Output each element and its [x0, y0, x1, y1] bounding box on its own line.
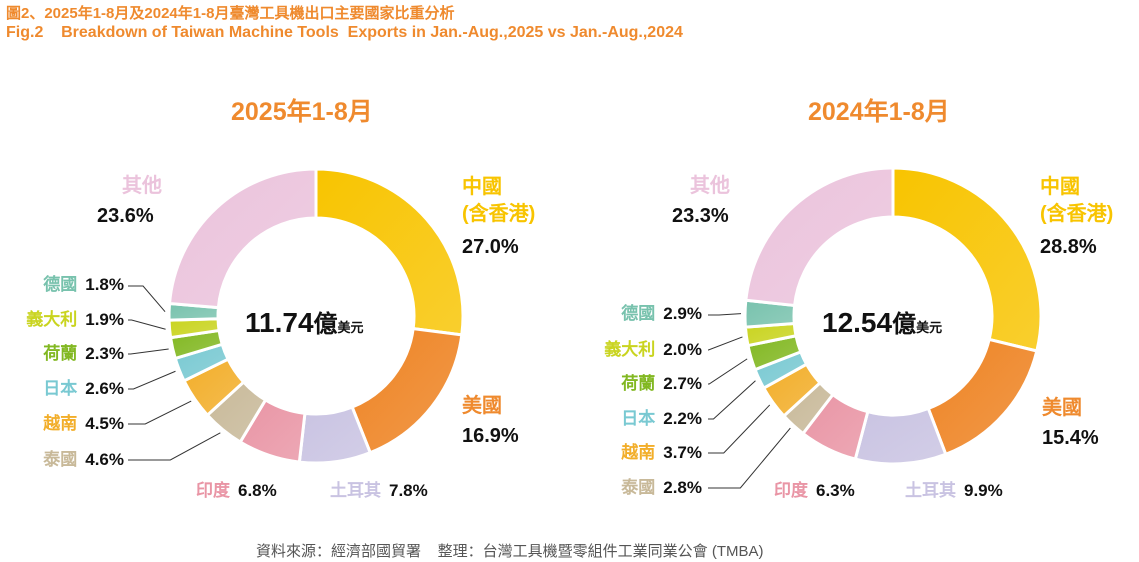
label-2024-china-name: 中國	[1040, 176, 1080, 198]
label-2025-china-name-sub: (含香港)	[462, 203, 536, 225]
leader-line-2025-netherlands	[128, 348, 169, 355]
label-value: 2.6%	[85, 379, 124, 398]
label-value: 7.8%	[389, 481, 428, 500]
label-2025-others-value: 23.6%	[97, 205, 154, 227]
label-value: 4.5%	[85, 414, 124, 433]
label-2024-vietnam: 越南 3.7%	[621, 442, 702, 464]
leader-line-2024-netherlands	[708, 358, 748, 385]
label-name: 泰國	[43, 450, 78, 469]
leader-line-2024-germany	[708, 313, 742, 316]
label-name: 印度	[196, 481, 230, 500]
label-value: 2.7%	[663, 374, 702, 393]
slice-2025-others	[167, 167, 318, 310]
slice-2025-usa	[350, 326, 464, 455]
label-value: 2.3%	[85, 344, 124, 363]
label-2025-italy: 義大利 1.9%	[26, 309, 124, 331]
label-2025-thailand: 泰國 4.6%	[43, 449, 124, 471]
label-value: 2.8%	[663, 478, 702, 497]
chart-2024-title: 2024年1-8月	[808, 98, 950, 126]
label-2024-usa-name: 美國	[1042, 397, 1082, 419]
label-2025-india: 印度 6.8%	[196, 480, 277, 502]
source-note: 資料來源：經濟部國貿署 整理：台灣工具機暨零組件工業同業公會 (TMBA)	[256, 543, 764, 560]
label-value: 4.6%	[85, 450, 124, 469]
label-2024-china-value: 28.8%	[1040, 236, 1097, 258]
label-2025-others-name: 其他	[122, 175, 162, 197]
label-2024-germany: 德國 2.9%	[621, 303, 702, 325]
chart-2025-center-total: 11.74億美元	[245, 304, 364, 339]
leader-line-2025-thailand	[128, 432, 221, 461]
figure-title-english: Fig.2 Breakdown of Taiwan Machine Tools …	[6, 24, 683, 41]
label-name: 印度	[774, 481, 808, 500]
label-name: 義大利	[604, 340, 656, 359]
slice-2024-turkey	[853, 406, 948, 466]
leader-line-2024-vietnam	[708, 404, 771, 454]
label-2024-thailand: 泰國 2.8%	[621, 477, 702, 499]
label-2024-others-name: 其他	[690, 175, 730, 197]
leader-line-2025-germany	[128, 285, 166, 313]
label-name: 荷蘭	[43, 344, 78, 363]
label-value: 6.8%	[238, 481, 277, 500]
center-unit-big: 億	[892, 311, 917, 338]
label-2025-turkey: 土耳其 7.8%	[330, 480, 428, 502]
label-2024-india: 印度 6.3%	[774, 480, 855, 502]
label-2024-usa-value: 15.4%	[1042, 427, 1099, 449]
label-value: 6.3%	[816, 481, 855, 500]
slice-2024-china	[891, 166, 1043, 353]
label-name: 泰國	[621, 478, 656, 497]
center-unit-small: 美元	[337, 320, 364, 335]
label-2024-others-value: 23.3%	[672, 205, 729, 227]
label-2024-turkey: 土耳其 9.9%	[905, 480, 1003, 502]
label-name: 義大利	[26, 310, 78, 329]
label-2024-china-name-sub: (含香港)	[1040, 203, 1114, 225]
chart-2024-center-total: 12.54億美元	[822, 304, 942, 339]
leader-line-2024-japan	[708, 380, 756, 420]
label-name: 德國	[621, 304, 656, 323]
label-value: 1.9%	[85, 310, 124, 329]
label-2025-china-name: 中國	[462, 176, 502, 198]
label-name: 德國	[43, 275, 78, 294]
slice-2024-usa	[926, 337, 1039, 457]
label-name: 土耳其	[330, 481, 381, 500]
label-name: 越南	[621, 443, 656, 462]
leader-line-2024-italy	[708, 336, 743, 351]
label-name: 土耳其	[905, 481, 956, 500]
chart-2025-title: 2025年1-8月	[231, 98, 373, 126]
label-2025-usa-value: 16.9%	[462, 425, 519, 447]
slice-2024-others	[744, 166, 895, 308]
label-value: 3.7%	[663, 443, 702, 462]
label-2024-netherlands: 荷蘭 2.7%	[621, 373, 702, 395]
label-2025-japan: 日本 2.6%	[43, 378, 124, 400]
leader-line-2024-thailand	[708, 427, 791, 489]
label-value: 2.0%	[663, 340, 702, 359]
label-value: 2.2%	[663, 409, 702, 428]
label-2025-vietnam: 越南 4.5%	[43, 413, 124, 435]
label-value: 2.9%	[663, 304, 702, 323]
label-2025-china-value: 27.0%	[462, 236, 519, 258]
label-name: 越南	[43, 414, 78, 433]
leader-line-2025-italy	[128, 319, 166, 330]
label-2025-germany: 德國 1.8%	[43, 274, 124, 296]
center-total-value: 11.74	[245, 307, 314, 338]
leader-line-2025-vietnam	[128, 400, 192, 425]
center-total-value: 12.54	[822, 307, 893, 338]
label-2024-japan: 日本 2.2%	[621, 408, 702, 430]
label-value: 1.8%	[85, 275, 124, 294]
label-name: 日本	[43, 379, 78, 398]
leader-line-2025-japan	[128, 370, 176, 390]
center-unit-small: 美元	[916, 320, 943, 335]
label-name: 荷蘭	[621, 374, 656, 393]
label-2025-usa-name: 美國	[462, 395, 502, 417]
label-2025-netherlands: 荷蘭 2.3%	[43, 343, 124, 365]
label-2024-italy: 義大利 2.0%	[604, 339, 702, 361]
center-unit-big: 億	[313, 311, 338, 338]
label-name: 日本	[621, 409, 656, 428]
label-value: 9.9%	[964, 481, 1003, 500]
figure-title-chinese: 圖2、2025年1-8月及2024年1-8月臺灣工具機出口主要國家比重分析	[6, 5, 455, 22]
